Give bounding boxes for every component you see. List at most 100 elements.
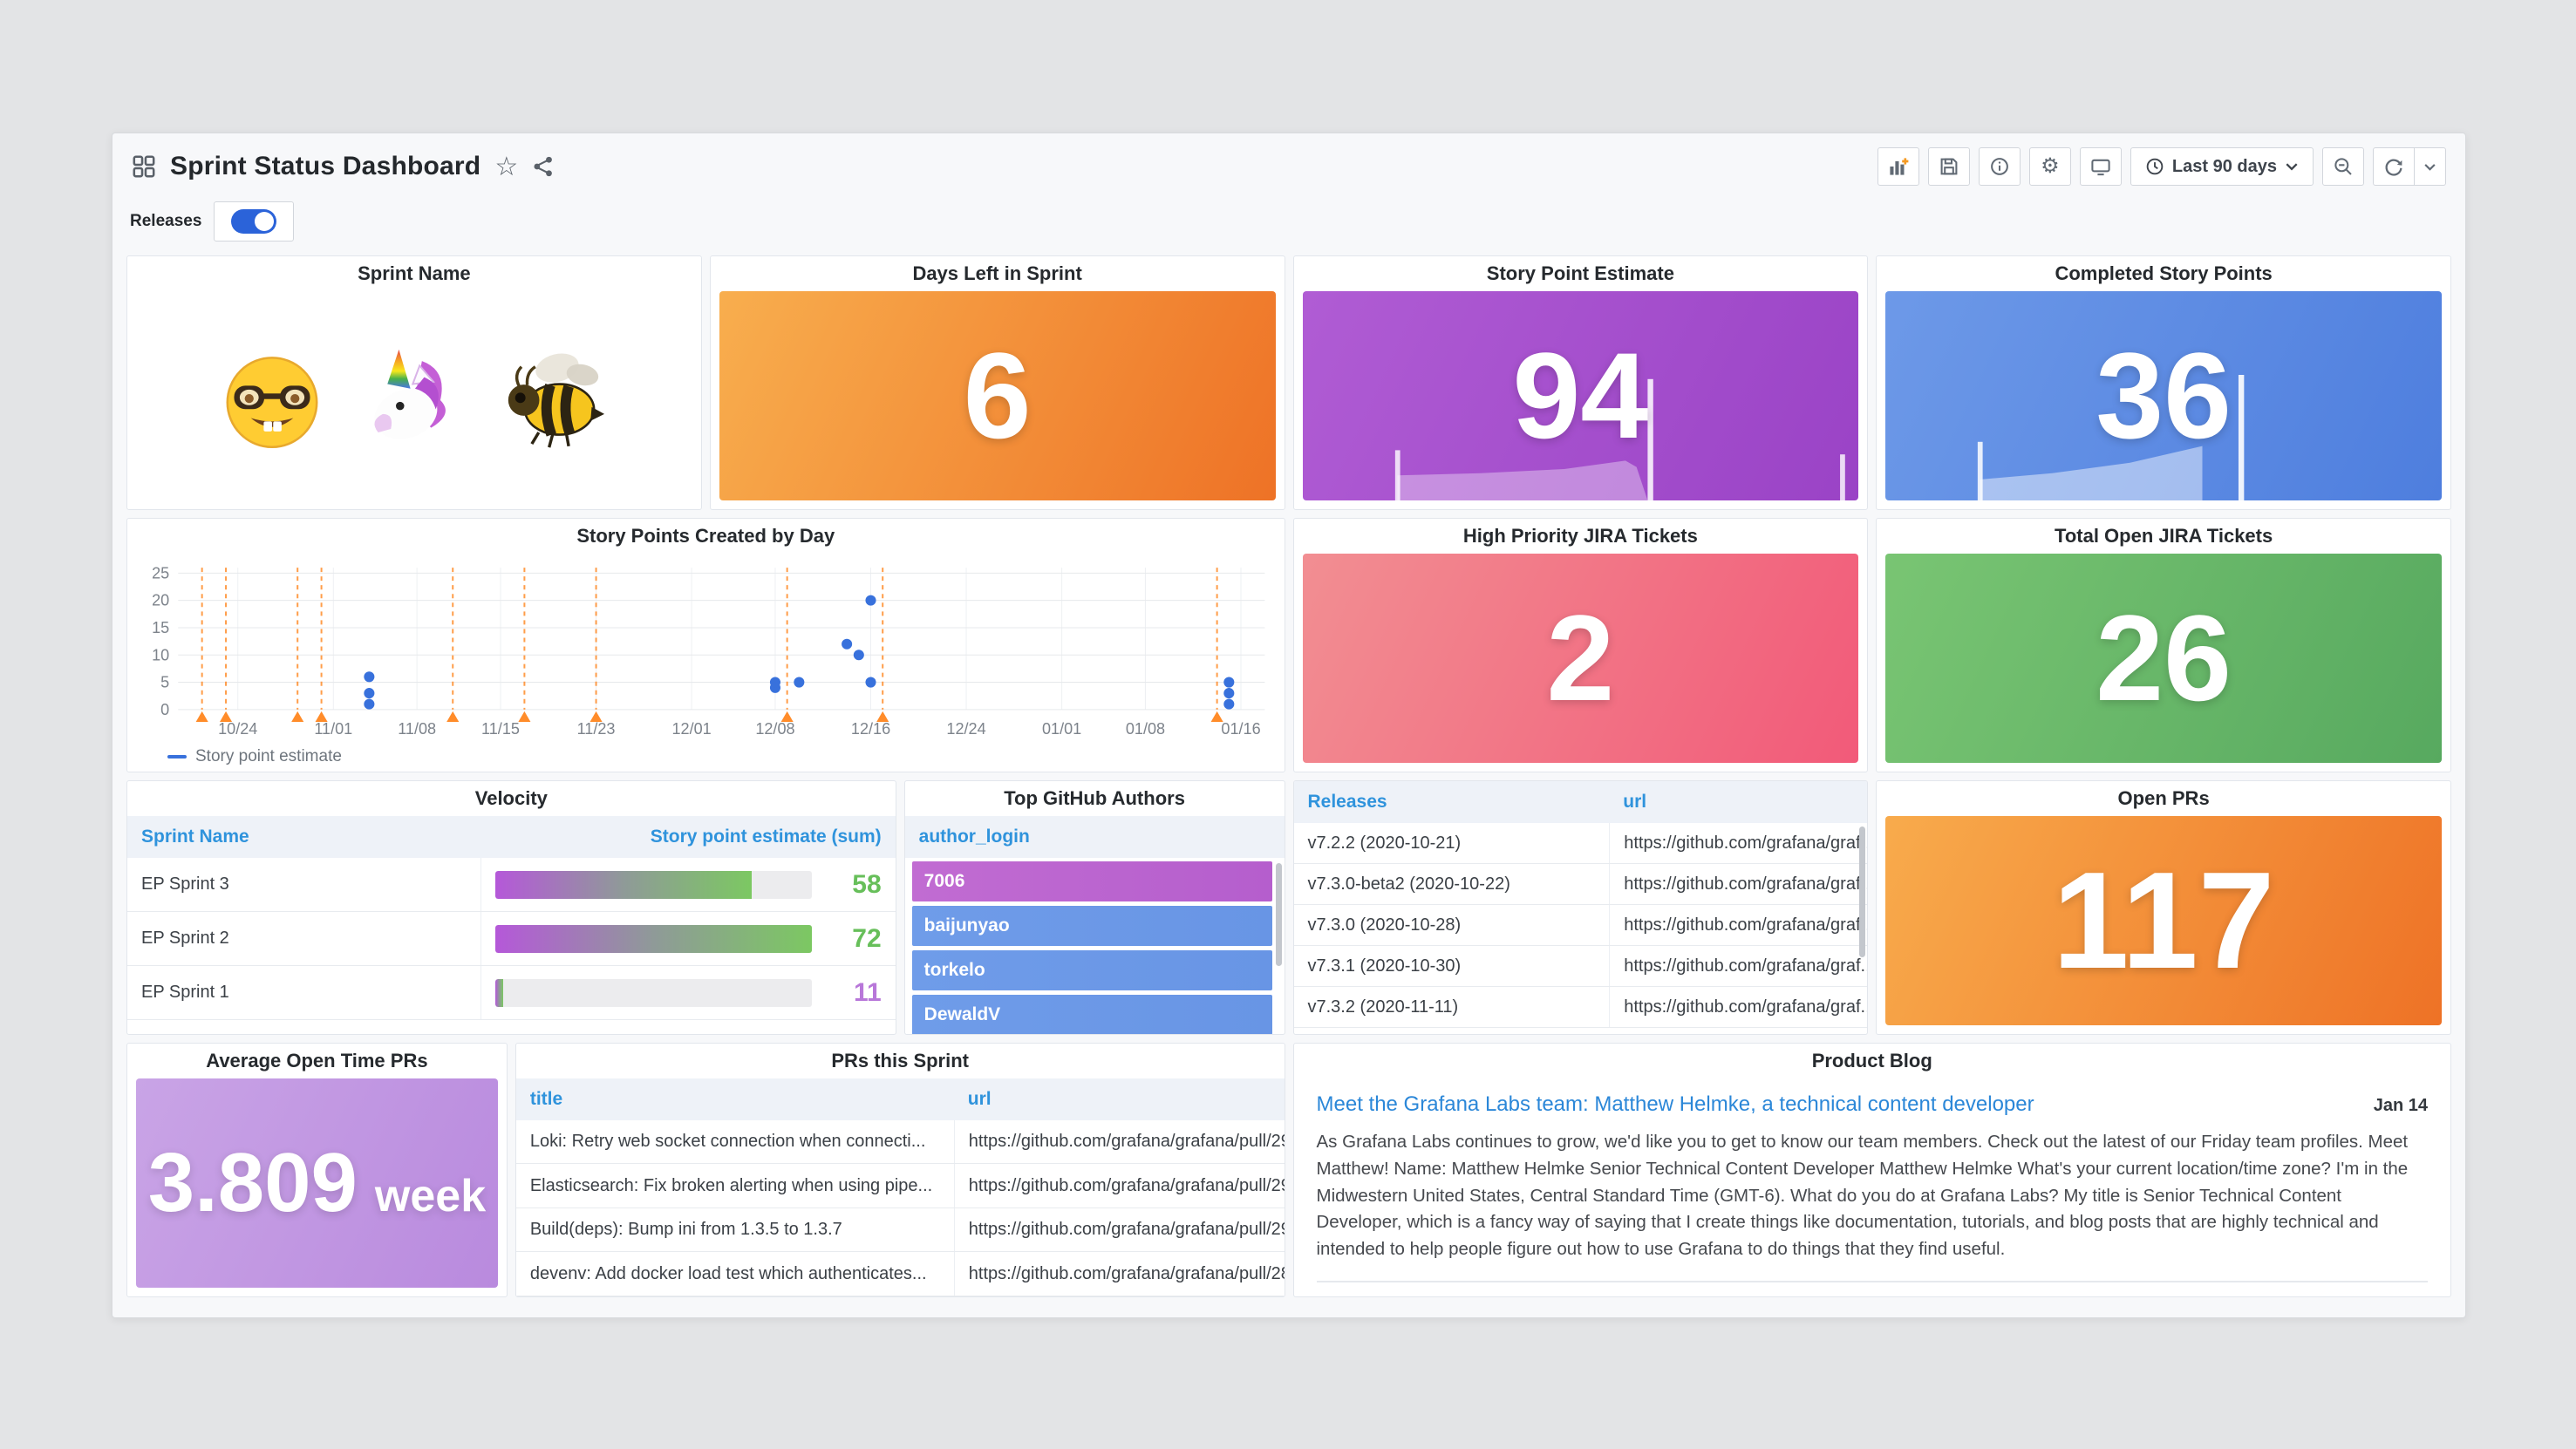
gear-icon: ⚙: [2041, 154, 2060, 178]
column-header-author-login[interactable]: author_login: [918, 827, 1030, 847]
panel-story-points-chart: Story Points Created by Day 10/24 11/01 11…: [126, 518, 1285, 772]
blog-post-header: Meet the Grafana Labs team: Matthew Helm…: [1317, 1092, 2429, 1117]
legend-series-swatch: [167, 755, 187, 759]
panel-days-left: Days Left in Sprint 6: [709, 255, 1285, 510]
panel-title[interactable]: Completed Story Points: [2055, 262, 2273, 284]
panel-title[interactable]: Product Blog: [1811, 1050, 1932, 1071]
bar-gauge-fill: [495, 978, 504, 1007]
story-points-plot: 10/24 11/01 11/08 11/15 11/23 12/01 12/08 12/16…: [152, 564, 1265, 738]
column-header-releases[interactable]: Releases: [1307, 792, 1387, 812]
zoom-out-button[interactable]: [2322, 147, 2364, 186]
chart-legend-item[interactable]: Story point estimate: [127, 741, 1285, 772]
panel-title[interactable]: Open PRs: [2117, 787, 2210, 809]
column-header-url[interactable]: url: [1623, 792, 1647, 812]
scrollbar-thumb[interactable]: [1859, 827, 1866, 957]
grafana-dashboard-window: Sprint Status Dashboard ☆: [112, 133, 2466, 1318]
refresh-interval-caret[interactable]: [2415, 147, 2446, 186]
releases-variable-label: Releases: [130, 212, 202, 230]
bar-gauge-cell: 72: [480, 912, 896, 965]
svg-text:11/08: 11/08: [398, 720, 436, 738]
table-row: Loki: Retry web socket connection when c…: [515, 1119, 1285, 1165]
legend-series-label: Story point estimate: [195, 747, 342, 766]
save-dashboard-button[interactable]: [1927, 147, 1970, 186]
stat-sparkline: [1394, 378, 1845, 500]
scrollbar-thumb[interactable]: [1275, 863, 1282, 966]
add-panel-button[interactable]: [1877, 147, 1919, 186]
table-row: Build(deps): Bump ini from 1.3.5 to 1.3.…: [515, 1208, 1285, 1253]
blog-post-link[interactable]: Meet the Grafana Labs team: Matthew Helm…: [1316, 1092, 2034, 1116]
panel-title[interactable]: Days Left in Sprint: [912, 262, 1082, 284]
author-row: DewaldV: [911, 995, 1272, 1034]
releases-toggle[interactable]: [214, 201, 295, 242]
panel-title[interactable]: Sprint Name: [358, 262, 471, 284]
column-header-story-point-sum[interactable]: Story point estimate (sum): [650, 827, 882, 847]
column-header-sprint-name[interactable]: Sprint Name: [141, 827, 249, 847]
bar-gauge-fill: [495, 870, 752, 899]
svg-text:12/08: 12/08: [755, 720, 794, 738]
bar-gauge-value: 72: [852, 923, 882, 953]
blog-post-link[interactable]: How Prometheus monitoring mixins can mak…: [1317, 1295, 2198, 1296]
author-row: torkelo: [911, 950, 1272, 990]
blog-post-header: How Prometheus monitoring mixins can mak…: [1317, 1295, 2429, 1296]
dashboard-info-button[interactable]: [1978, 147, 2021, 186]
bar-gauge-track: [495, 870, 812, 899]
bar-gauge-value: 58: [852, 869, 882, 899]
panel-title[interactable]: Top GitHub Authors: [1004, 787, 1185, 809]
panel-title[interactable]: High Priority JIRA Tickets: [1462, 525, 1698, 547]
column-header-url[interactable]: url: [967, 1088, 992, 1109]
bar-gauge-cell: 11: [480, 966, 896, 1019]
stat-sparkline: [1978, 375, 2245, 500]
pr-title-cell: Elasticsearch: Fix broken alerting when …: [529, 1175, 933, 1195]
pr-title-cell: devenv: Add docker load test which authe…: [529, 1263, 927, 1283]
bar-gauge-cell: 58: [480, 858, 896, 911]
time-range-picker[interactable]: Last 90 days: [2130, 147, 2314, 186]
release-name-cell: v7.3.2 (2020-11-11): [1307, 997, 1459, 1017]
panel-title[interactable]: Average Open Time PRs: [206, 1050, 428, 1071]
svg-text:5: 5: [160, 674, 169, 691]
sprint-name-cell: EP Sprint 1: [141, 983, 229, 1002]
svg-text:10/24: 10/24: [218, 720, 257, 738]
bar-gauge-track: [495, 978, 812, 1007]
svg-text:20: 20: [152, 592, 169, 609]
star-favorite-icon[interactable]: ☆: [494, 152, 519, 181]
bar-gauge-value: 11: [853, 977, 882, 1007]
release-name-cell: v7.3.0-beta2 (2020-10-22): [1307, 874, 1510, 894]
release-url-cell: https://github.com/grafana/graf...: [1609, 987, 1867, 1027]
variables-row: Releases: [130, 201, 2448, 242]
stat-value: 6: [963, 327, 1032, 464]
panel-total-open-jira: Total Open JIRA Tickets 26: [1876, 518, 2451, 772]
sprint-name-cell: EP Sprint 2: [141, 929, 229, 948]
apps-grid-icon: [132, 154, 156, 179]
chevron-down-icon: [2286, 163, 2298, 171]
table-row: EP Sprint 1 11: [127, 966, 896, 1020]
column-header-title[interactable]: title: [529, 1088, 563, 1109]
svg-text:12/24: 12/24: [946, 720, 985, 738]
pr-url-cell: https://github.com/grafana/grafana/pull/…: [953, 1119, 1285, 1164]
tv-mode-button[interactable]: [2079, 147, 2122, 186]
refresh-button[interactable]: [2373, 147, 2415, 186]
svg-text:12/16: 12/16: [851, 720, 890, 738]
stat-value: 3.809: [147, 1136, 358, 1229]
svg-text:11/23: 11/23: [577, 720, 616, 738]
panel-top-github-authors: Top GitHub Authors author_login 7006 bai…: [903, 780, 1285, 1035]
panel-grid: Sprint Name: [126, 255, 2451, 1297]
panel-title[interactable]: Story Point Estimate: [1486, 262, 1674, 284]
share-icon[interactable]: [532, 155, 555, 178]
table-header-row: title url: [515, 1078, 1285, 1120]
release-url-cell: https://github.com/grafana/graf...: [1609, 905, 1867, 945]
table-row: v7.3.0 (2020-10-28) https://github.com/g…: [1293, 905, 1868, 946]
stat-body: 2: [1302, 554, 1859, 763]
bar-gauge-fill: [495, 924, 812, 953]
table-row: EP Sprint 2 72: [127, 912, 896, 966]
panel-title[interactable]: Total Open JIRA Tickets: [2055, 525, 2273, 547]
bar-gauge-track: [495, 924, 812, 953]
table-row: devenv: Add docker load test which authe…: [515, 1252, 1285, 1296]
panel-title[interactable]: Story Points Created by Day: [576, 525, 835, 547]
panel-title[interactable]: PRs this Sprint: [831, 1050, 969, 1071]
panel-title[interactable]: Velocity: [474, 787, 548, 809]
release-url-cell: https://github.com/grafana/graf...: [1609, 946, 1867, 986]
dashboard-settings-button[interactable]: ⚙: [2028, 147, 2071, 186]
stat-value: 2: [1546, 589, 1615, 726]
authors-list: 7006 baijunyao torkelo DewaldV: [905, 858, 1285, 1034]
